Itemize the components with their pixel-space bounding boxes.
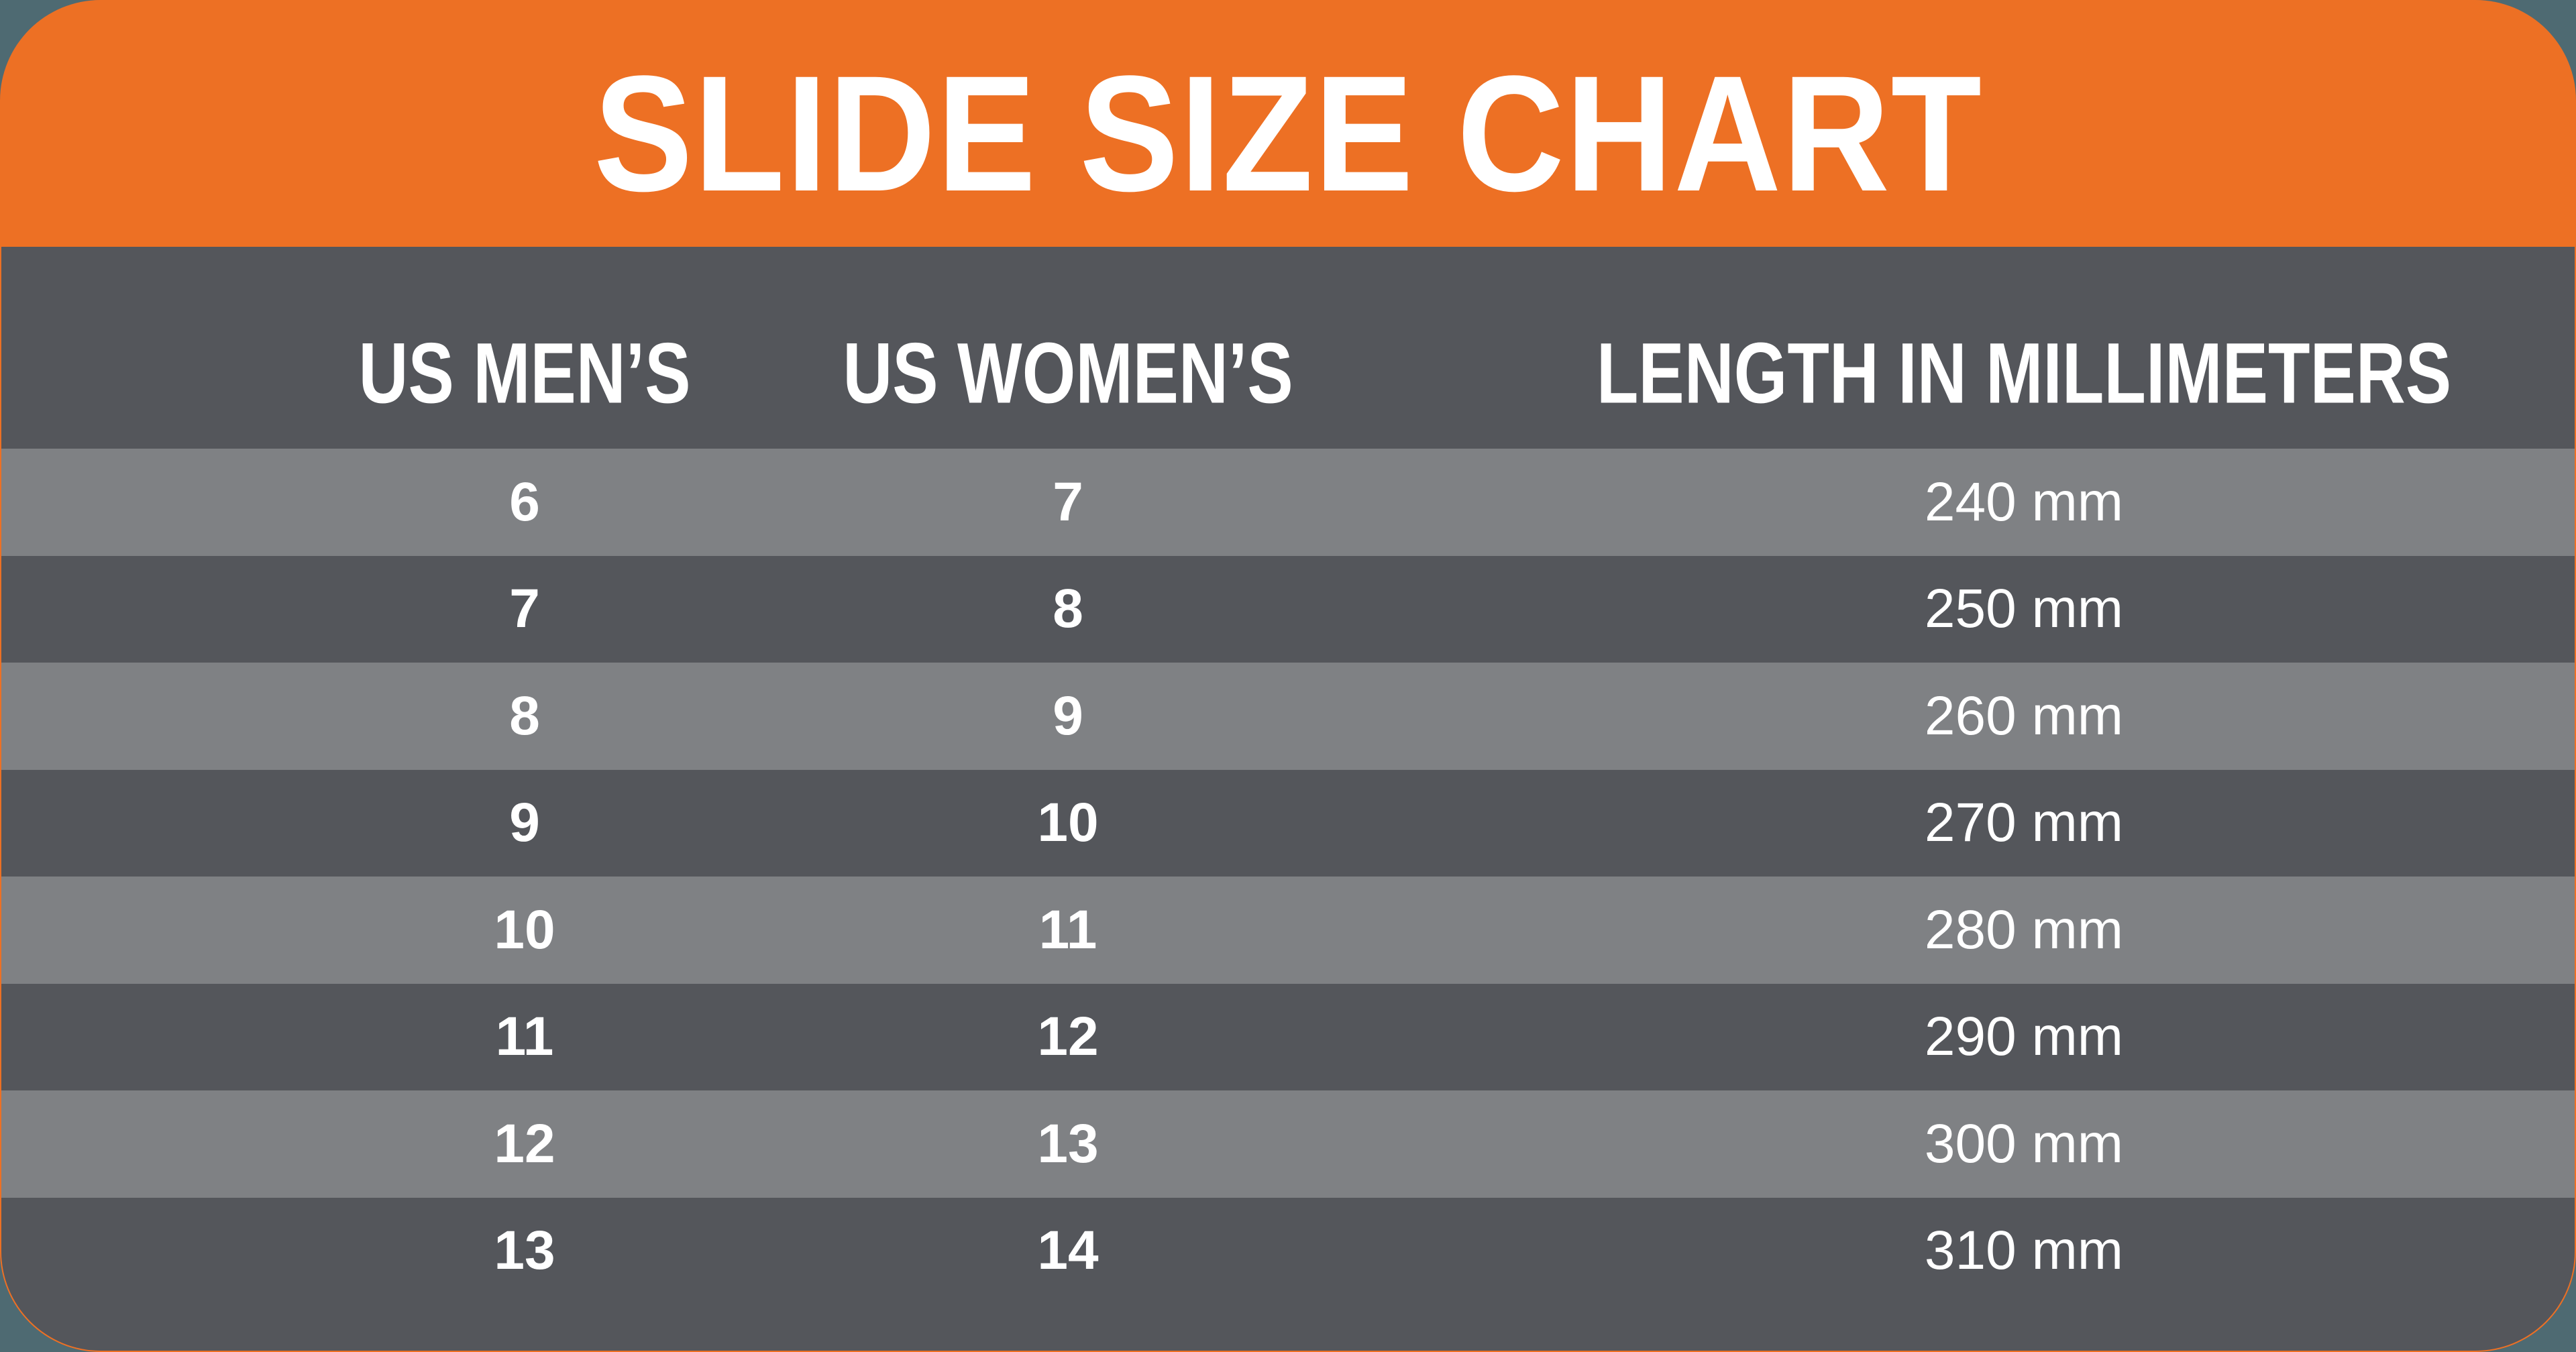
table-row: 11 12 290 mm: [1, 984, 2575, 1091]
table-cell: 11: [1038, 899, 1097, 960]
table-cell: 7: [509, 578, 540, 640]
column-header-us-womens: US WOMEN’S: [843, 325, 1293, 421]
table-cell: 13: [1037, 1113, 1099, 1174]
table-cell: 14: [1037, 1220, 1099, 1282]
column-header-length-mm: LENGTH IN MILLIMETERS: [1596, 325, 2452, 421]
table-row: 13 14 310 mm: [1, 1198, 2575, 1305]
table-row: 8 9 260 mm: [1, 663, 2575, 770]
table-cell: 6: [509, 471, 540, 532]
table-cell: 300 mm: [1924, 1113, 2124, 1174]
table-header-row: US MEN’S US WOMEN’S LENGTH IN MILLIMETER…: [1, 247, 2575, 449]
chart-title: SLIDE SIZE CHART: [593, 41, 1983, 226]
table: US MEN’S US WOMEN’S LENGTH IN MILLIMETER…: [1, 247, 2575, 1351]
table-cell: 9: [509, 792, 540, 854]
table-cell: 10: [494, 899, 555, 960]
table-row: 6 7 240 mm: [1, 449, 2575, 556]
table-cell: 8: [509, 685, 540, 746]
table-cell: 290 mm: [1924, 1006, 2124, 1068]
table-row: 7 8 250 mm: [1, 556, 2575, 663]
table-cell: 10: [1037, 792, 1099, 854]
table-row: 12 13 300 mm: [1, 1090, 2575, 1198]
table-cell: 9: [1053, 685, 1083, 746]
table-cell: 240 mm: [1924, 471, 2124, 532]
table-row: 9 10 270 mm: [1, 770, 2575, 877]
table-body: 6 7 240 mm 7 8 250 mm 8 9 260 mm 9 10 270 mm 10 11 280…: [1, 449, 2575, 1304]
table-cell: 13: [494, 1220, 555, 1282]
table-cell: 11: [495, 1006, 554, 1068]
card-header: SLIDE SIZE CHART: [0, 0, 2576, 247]
table-cell: 12: [494, 1113, 555, 1174]
table-cell: 7: [1053, 471, 1083, 532]
column-header-us-mens: US MEN’S: [358, 325, 691, 421]
table-cell: 310 mm: [1924, 1220, 2124, 1282]
table-cell: 280 mm: [1924, 899, 2124, 960]
table-cell: 270 mm: [1924, 792, 2124, 854]
table-cell: 260 mm: [1924, 685, 2124, 746]
table-cell: 250 mm: [1924, 578, 2124, 640]
table-row: 10 11 280 mm: [1, 877, 2575, 984]
table-cell: 8: [1053, 578, 1083, 640]
table-cell: 12: [1037, 1006, 1099, 1068]
